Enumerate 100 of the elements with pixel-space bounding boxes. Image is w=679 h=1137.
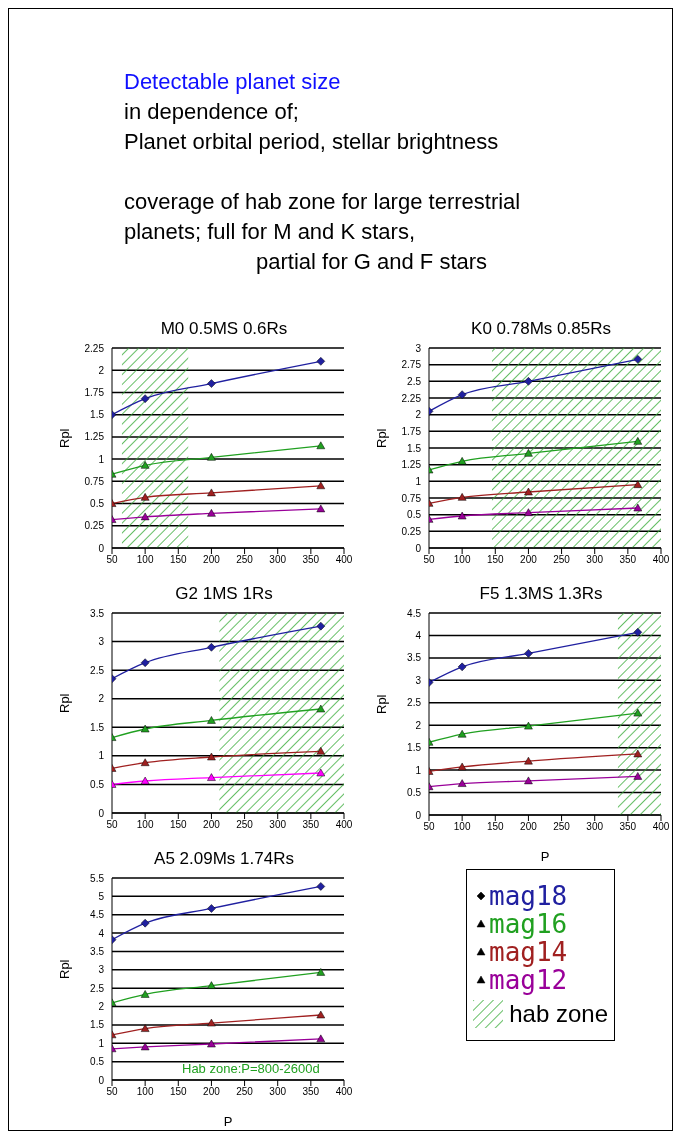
chart-title: G2 1MS 1Rs: [174, 584, 274, 605]
point: [524, 756, 533, 765]
point: [633, 749, 643, 758]
point: [457, 457, 467, 465]
y-tick-label: 3: [415, 674, 422, 686]
point: [316, 357, 326, 366]
x-tick-label: 400: [335, 554, 353, 566]
y-tick-label: 0.5: [90, 778, 105, 790]
point: [457, 662, 467, 672]
y-tick-label: 1.5: [407, 442, 422, 454]
x-tick-label: 100: [453, 554, 471, 566]
y-tick-label: 4.5: [407, 607, 422, 619]
x-tick-label: 300: [269, 554, 287, 566]
y-tick-label: 2.25: [401, 392, 422, 404]
x-tick-label: 100: [453, 821, 471, 833]
x-tick-label: 100: [136, 1086, 154, 1098]
y-tick-label: 2.25: [84, 342, 105, 354]
y-tick-label: 5.5: [90, 872, 105, 884]
y-tick-label: 2: [98, 364, 105, 376]
y-tick-label: 1: [415, 475, 422, 487]
y-tick-label: 0.75: [401, 492, 422, 504]
y-tick-label: 0: [415, 809, 422, 821]
x-tick-label: 250: [553, 554, 571, 566]
point: [524, 508, 533, 516]
x-tick-label: 300: [269, 819, 287, 831]
point: [316, 441, 326, 450]
y-tick-label: 0.5: [90, 498, 105, 510]
x-tick-label: 350: [619, 821, 637, 833]
point: [457, 511, 467, 520]
y-tick-label: 0.75: [84, 475, 105, 487]
point: [316, 747, 326, 755]
x-tick-label: 50: [423, 554, 435, 566]
point: [633, 355, 643, 364]
point: [207, 981, 216, 989]
point: [207, 904, 216, 913]
x-tick-label: 150: [169, 819, 188, 831]
point: [140, 1042, 150, 1051]
point: [524, 649, 533, 658]
x-tick-label: 200: [520, 821, 538, 833]
point: [207, 453, 216, 461]
y-tick-label: 1.25: [84, 431, 105, 443]
x-tick-label: 100: [136, 554, 154, 566]
point: [140, 394, 150, 403]
point: [633, 628, 643, 637]
point: [207, 509, 216, 517]
point: [524, 487, 533, 496]
x-axis-title: P: [223, 1114, 233, 1129]
y-tick-label: 2: [98, 1001, 105, 1013]
x-tick-label: 250: [236, 1086, 254, 1098]
x-tick-label: 150: [169, 554, 188, 566]
x-tick-label: 400: [335, 819, 353, 831]
x-tick-label: 250: [236, 819, 254, 831]
text: hab zone: [509, 1000, 608, 1027]
chart-title: M0 0.5MS 0.6Rs: [159, 319, 289, 340]
chart-title: K0 0.78Ms 0.85Rs: [470, 319, 612, 340]
y-tick-label: 1: [98, 1037, 105, 1049]
y-tick-label: 3.5: [90, 946, 105, 957]
point: [140, 512, 150, 521]
x-tick-label: 100: [136, 819, 154, 831]
point: [316, 882, 326, 891]
point: [207, 1018, 216, 1027]
x-tick-label: 200: [203, 819, 221, 831]
point: [140, 758, 150, 766]
y-axis-title: Rpl: [56, 959, 72, 979]
y-tick-label: 2.5: [407, 697, 422, 709]
point: [524, 721, 533, 730]
x-tick-label: 150: [486, 821, 505, 833]
point: [316, 504, 326, 513]
point: [457, 493, 467, 501]
y-axis-title: Rpl: [373, 694, 389, 714]
x-tick-label: 350: [302, 1086, 320, 1098]
point: [140, 776, 150, 785]
y-tick-label: 1: [415, 764, 422, 776]
chart-title: F5 1.3MS 1.3Rs: [478, 584, 604, 605]
point: [457, 729, 467, 738]
y-tick-label: 1.5: [90, 1019, 105, 1031]
y-tick-label: 3: [98, 636, 105, 648]
point: [316, 1034, 326, 1043]
point: [633, 503, 643, 512]
annotation: Hab zone:P=800-2600d: [182, 1061, 320, 1076]
y-tick-label: 3: [98, 964, 105, 976]
y-tick-label: 2.5: [90, 664, 105, 676]
y-tick-label: 0.5: [407, 787, 422, 799]
point: [207, 643, 216, 652]
y-tick-label: 1: [98, 453, 105, 465]
y-tick-label: 2.75: [401, 359, 422, 371]
point: [524, 449, 533, 457]
y-tick-label: 3: [415, 342, 422, 354]
x-tick-label: 200: [203, 1086, 221, 1098]
point: [140, 461, 150, 469]
y-tick-label: 0: [415, 542, 422, 554]
x-tick-label: 300: [586, 554, 604, 566]
point: [524, 776, 533, 785]
x-tick-label: 400: [652, 554, 670, 566]
x-tick-label: 250: [553, 821, 571, 833]
point: [207, 488, 216, 497]
point: [140, 990, 150, 998]
text: Detectable planet size: [124, 68, 342, 96]
x-tick-label: 300: [586, 821, 604, 833]
y-tick-label: 3.5: [90, 607, 105, 619]
